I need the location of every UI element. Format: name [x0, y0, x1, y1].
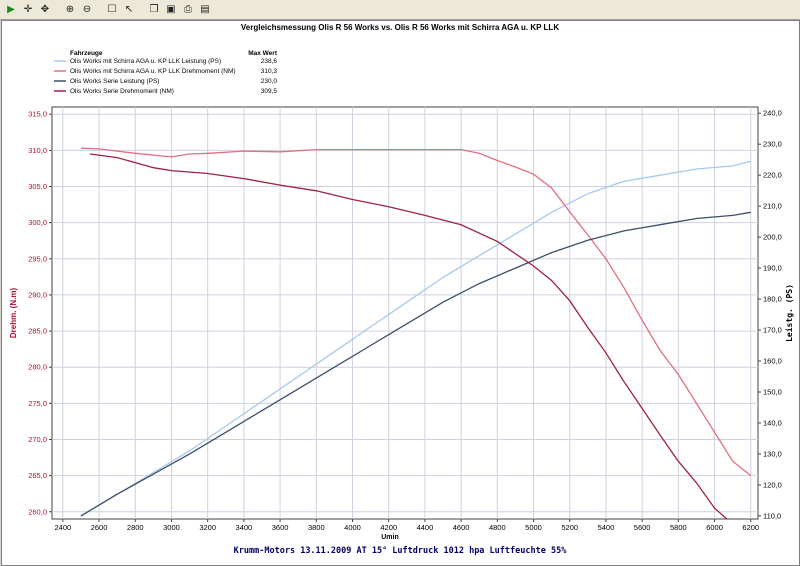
x-tick-label: 2400 — [55, 523, 72, 532]
x-tick-label: 4800 — [489, 523, 506, 532]
legend-label: Olis Works Serie Drehmoment (NM) — [70, 88, 174, 95]
y-tick-label-right: 170,0 — [763, 326, 782, 335]
plot-area — [51, 106, 759, 520]
chart-toolbar: ▶ ✛ ✥ ⊕ ⊖ ☐ ↖ ❐ ▣ ⎙ ▤ — [0, 0, 800, 20]
legend-value: 238,6 — [261, 58, 278, 65]
x-tick-label: 3200 — [199, 523, 216, 532]
chart-title: Vergleichsmessung Olis R 56 Works vs. Ol… — [241, 23, 559, 32]
x-tick-label: 5800 — [670, 523, 687, 532]
y-tick-label-right: 140,0 — [763, 418, 782, 427]
y-tick-label-right: 110,0 — [763, 511, 781, 520]
save-icon[interactable]: ▣ — [166, 4, 176, 15]
series-line-leistung-tuned — [80, 160, 751, 517]
zoom-in-icon[interactable]: ⊕ — [65, 4, 75, 15]
x-tick-label: 4000 — [344, 523, 361, 532]
x-tick-label: 3000 — [163, 523, 180, 532]
y-tick-label-right: 190,0 — [763, 264, 782, 273]
zoom-out-icon[interactable]: ⊖ — [82, 4, 92, 15]
series-line-drehmoment-tuned — [80, 147, 752, 477]
y-tick-label-left: 310,0 — [28, 146, 47, 155]
y-tick-label-right: 210,0 — [763, 202, 782, 211]
x-tick-label: 4200 — [380, 523, 397, 532]
x-tick-label: 6000 — [706, 523, 723, 532]
dyno-chart: Vergleichsmessung Olis R 56 Works vs. Ol… — [9, 23, 794, 556]
y-tick-label-right: 200,0 — [763, 233, 782, 242]
y-tick-label-left: 285,0 — [28, 327, 47, 336]
x-tick-label: 2800 — [127, 523, 144, 532]
tick-labels: 2400 2600 2800 3000 3200 3400 3600 3800 4000 4200… — [28, 109, 782, 532]
footer-note: Krumm-Motors 13.11.2009 AT 15° Luftdruck… — [234, 546, 568, 556]
x-tick-label: 5600 — [634, 523, 651, 532]
legend-header-name: Fahrzeuge — [70, 50, 103, 57]
legend-value: 310,3 — [261, 68, 278, 75]
select-box-icon[interactable]: ☐ — [107, 4, 117, 15]
x-tick-label: 3400 — [236, 523, 253, 532]
pan-icon[interactable]: ✥ — [40, 4, 50, 15]
y-axis-right-label: Leistg. (PS) — [784, 284, 794, 342]
cursor-icon[interactable]: ↖ — [124, 4, 134, 15]
y-tick-label-right: 220,0 — [763, 171, 782, 180]
y-tick-label-left: 280,0 — [28, 363, 47, 372]
legend-label: Olis Works mit Schirra AGA u. KP LLK Dre… — [70, 68, 236, 75]
legend-label: Olis Works mit Schirra AGA u. KP LLK Lei… — [70, 58, 221, 65]
y-tick-label-left: 260,0 — [28, 507, 47, 516]
x-tick-label: 2600 — [91, 523, 108, 532]
y-tick-label-right: 120,0 — [763, 480, 782, 489]
series-line-leistung-serie — [80, 211, 751, 517]
legend-value: 230,0 — [261, 78, 278, 85]
y-tick-label-left: 265,0 — [28, 471, 47, 480]
y-tick-label-right: 130,0 — [763, 449, 782, 458]
y-tick-label-left: 290,0 — [28, 290, 47, 299]
grid-lines — [52, 107, 758, 519]
legend: Fahrzeuge Max Wert Olis Works mit Schirr… — [54, 50, 278, 95]
export-icon[interactable]: ▤ — [200, 4, 210, 15]
y-tick-label-left: 270,0 — [28, 435, 47, 444]
x-tick-label: 5000 — [525, 523, 542, 532]
x-tick-label: 4600 — [453, 523, 470, 532]
crosshair-icon[interactable]: ✛ — [23, 4, 33, 15]
x-axis-label: Umin — [381, 534, 399, 541]
y-tick-label-right: 240,0 — [763, 109, 782, 118]
x-tick-label: 5200 — [561, 523, 578, 532]
x-tick-label: 3800 — [308, 523, 325, 532]
x-tick-label: 6200 — [742, 523, 759, 532]
series-group — [80, 147, 752, 519]
x-tick-label: 4400 — [417, 523, 434, 532]
y-tick-label-left: 315,0 — [28, 110, 47, 119]
y-tick-label-right: 230,0 — [763, 140, 782, 149]
y-tick-label-left: 275,0 — [28, 399, 47, 408]
legend-value: 309,5 — [261, 88, 278, 95]
legend-header-value: Max Wert — [248, 50, 278, 57]
series-line-drehmoment-serie — [89, 153, 728, 519]
y-tick-label-left: 300,0 — [28, 218, 47, 227]
x-tick-label: 3600 — [272, 523, 289, 532]
legend-label: Olis Works Serie Leistung (PS) — [70, 78, 159, 85]
chart-frame: Vergleichsmessung Olis R 56 Works vs. Ol… — [1, 20, 800, 566]
x-tick-label: 5400 — [598, 523, 615, 532]
print-icon[interactable]: ⎙ — [184, 4, 192, 15]
y-tick-label-left: 305,0 — [28, 182, 47, 191]
y-axis-left-label: Drehm. (N.m) — [9, 288, 18, 339]
y-tick-label-right: 160,0 — [763, 357, 782, 366]
y-tick-label-right: 180,0 — [763, 295, 782, 304]
y-tick-label-right: 150,0 — [763, 387, 782, 396]
y-tick-label-left: 295,0 — [28, 254, 47, 263]
play-icon[interactable]: ▶ — [7, 4, 15, 15]
copy-icon[interactable]: ❐ — [149, 4, 159, 15]
